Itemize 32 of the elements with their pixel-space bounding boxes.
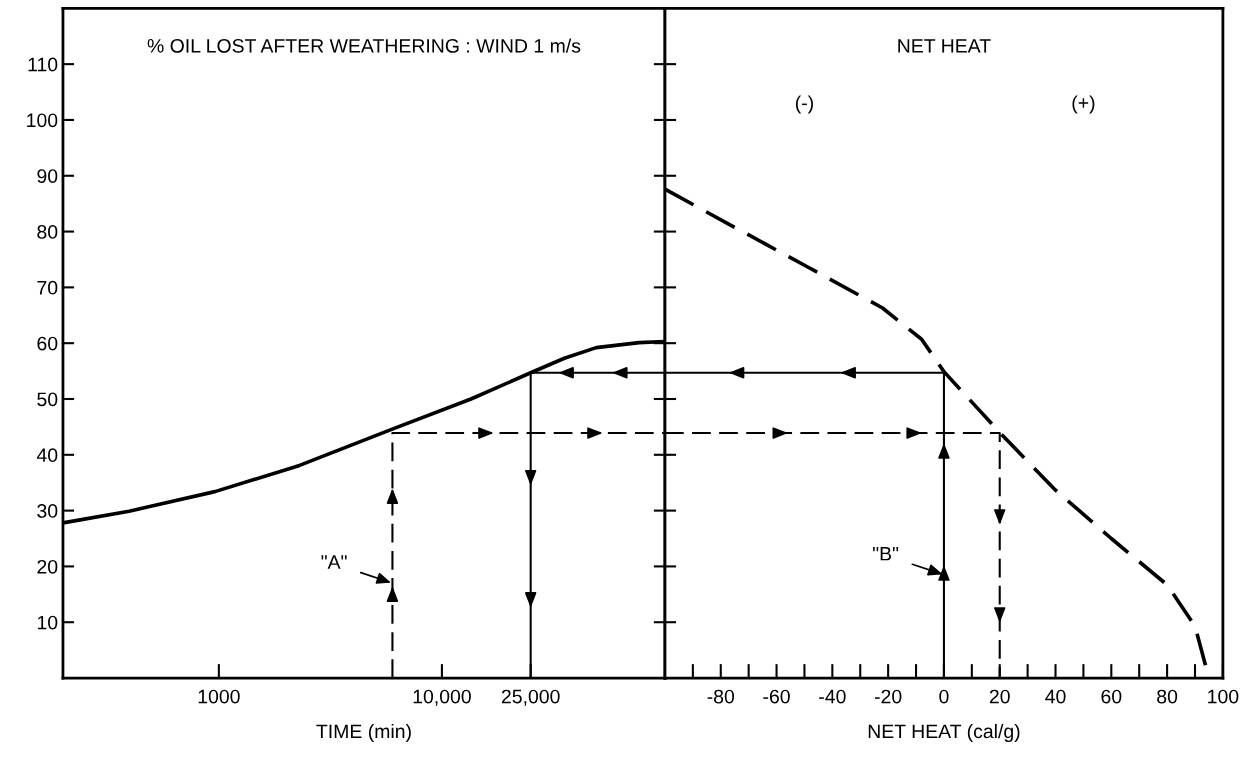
y-tick-label: 10 <box>37 615 58 630</box>
text: NET HEAT <box>898 39 991 53</box>
y-tick-label: 50 <box>37 392 58 407</box>
annotation: "B" <box>873 546 899 561</box>
y-tick-label: 60 <box>37 336 58 351</box>
y-tick-label: 90 <box>37 169 58 183</box>
y-tick-label: 20 <box>37 559 58 574</box>
x-tick-label: 1000 <box>198 689 240 704</box>
y-tick-label: 80 <box>37 225 58 239</box>
y-tick-label: 100 <box>27 113 58 128</box>
x-tick-label: -60 <box>763 689 790 704</box>
x-tick-label: 10,000 <box>413 689 471 706</box>
x-tick-label: 60 <box>1101 689 1122 704</box>
x-tick-label: -20 <box>874 689 902 704</box>
x-tick-label: -80 <box>707 689 735 704</box>
annotation: (+) <box>1072 95 1095 114</box>
y-tick-label: 110 <box>28 57 58 72</box>
annotation: (-) <box>795 95 813 114</box>
text: % OIL LOST AFTER WEATHERING : WIND 1 m/s <box>147 38 581 53</box>
x-axis-title: NET HEAT (cal/g) <box>868 723 1020 743</box>
y-tick-label: 70 <box>37 280 58 295</box>
y-tick-label: 30 <box>37 504 58 518</box>
x-tick-label: 100 <box>1208 689 1239 704</box>
x-tick-label: 20 <box>989 689 1010 704</box>
x-tick-label: 25,000 <box>501 689 560 706</box>
x-tick-label: 0 <box>939 689 949 704</box>
x-tick-label: 80 <box>1157 689 1178 704</box>
x-axis-title: TIME (min) <box>316 723 411 743</box>
annotation: "A" <box>321 555 347 569</box>
y-tick-label: 40 <box>36 448 58 463</box>
x-tick-label: -40 <box>819 689 846 704</box>
x-tick-label: 40 <box>1045 689 1066 704</box>
